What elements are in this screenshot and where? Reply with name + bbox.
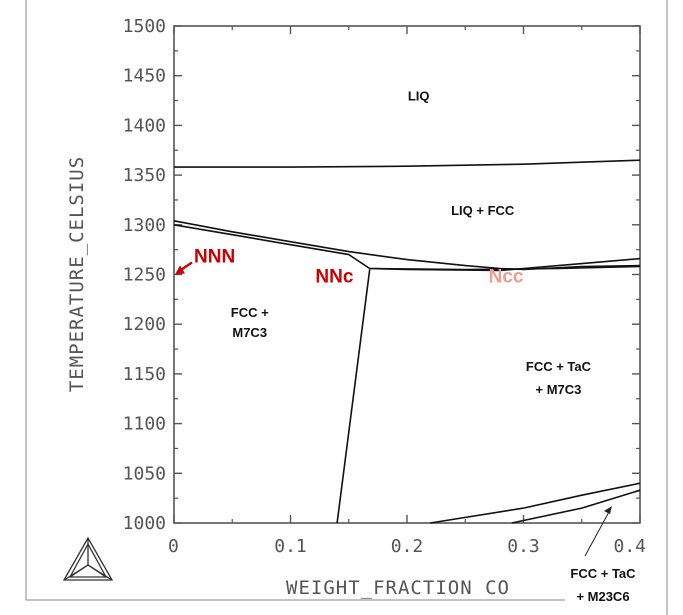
phase-boundaries (173, 159, 641, 524)
thermo-calc-triangle-logo (62, 536, 114, 581)
outside-label-arrow-head (604, 506, 612, 514)
y-tick-label: 1300 (123, 215, 166, 236)
phase-boundary-4 (369, 265, 641, 271)
axis-ticks (173, 25, 641, 524)
x-tick-label: 0.3 (507, 536, 540, 557)
y-tick-label: 1450 (123, 66, 166, 87)
point-label-ncc: Ncc (489, 267, 524, 288)
point-label-nnn: NNN (194, 247, 235, 268)
x-tick-label: 0.4 (613, 536, 646, 557)
x-tick-label: 0 (168, 536, 179, 557)
y-tick-label: 1400 (123, 115, 166, 136)
region-label: FCC + TaC (526, 359, 592, 374)
y-tick-label: 1150 (123, 364, 166, 385)
outside-region-label-line2: + M23C6 (576, 589, 629, 604)
region-label: LIQ + FCC (451, 203, 515, 218)
x-tick-label: 0.1 (274, 536, 307, 557)
phase-boundary-1 (174, 159, 641, 168)
y-tick-label: 1500 (123, 16, 166, 37)
nnn-arrow-head (175, 265, 185, 275)
phase-boundary-2 (173, 220, 641, 271)
region-label: FCC + (231, 305, 269, 320)
phase-boundary-7 (511, 489, 641, 524)
region-labels: LIQ LIQ + FCC FCC + M7C3 FCC + TaC + M7C3 (231, 89, 592, 397)
region-label: M7C3 (232, 325, 267, 340)
outside-region-label-line1: FCC + TaC (570, 566, 636, 581)
y-tick-label: 1100 (123, 414, 166, 435)
phase-boundary-6 (430, 482, 641, 524)
x-axis-title: WEIGHT_FRACTION CO (286, 577, 510, 599)
y-tick-label: 1000 (123, 513, 166, 534)
invariant-point-labels: NNN NNc Ncc (175, 247, 524, 288)
point-label-nnc: NNc (315, 267, 353, 288)
x-tick-label: 0.2 (391, 536, 424, 557)
y-tick-label: 1200 (123, 314, 166, 335)
region-label: + M7C3 (536, 382, 582, 397)
y-tick-label: 1050 (123, 463, 166, 484)
y-axis-title: TEMPERATURE_CELSIUS (66, 156, 88, 392)
axis-tick-labels: 1000 1050 1100 1150 1200 1250 1300 1350 1400 1450… (123, 16, 646, 557)
y-tick-label: 1350 (123, 165, 166, 186)
region-label: LIQ (408, 89, 430, 104)
outside-label-arrow-line (584, 509, 611, 557)
y-tick-label: 1250 (123, 265, 166, 286)
phase-boundary-5 (336, 269, 371, 524)
phase-boundary-3 (173, 224, 641, 272)
